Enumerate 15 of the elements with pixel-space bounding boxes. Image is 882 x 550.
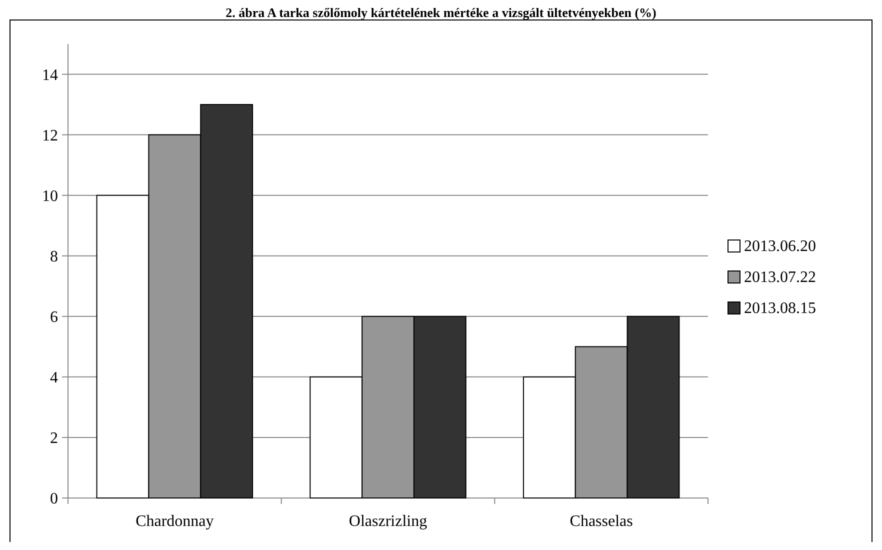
- x-tick-label: Chasselas: [570, 513, 633, 530]
- y-tick-label: 6: [50, 309, 58, 326]
- x-tick-label: Olaszrizling: [348, 513, 428, 530]
- y-tick-label: 0: [50, 490, 58, 508]
- y-tick-label: 8: [50, 248, 58, 266]
- x-tick-label: Chardonnay: [136, 513, 214, 530]
- y-tick-label: 12: [42, 127, 58, 144]
- legend-label: 2013.06.20: [744, 238, 816, 255]
- y-tick-label: 4: [50, 370, 58, 387]
- y-tick-label: 2: [50, 430, 58, 448]
- legend-label: 2013.07.22: [744, 269, 816, 286]
- y-tick-label: 14: [42, 66, 58, 84]
- legend-label: 2013.08.15: [744, 300, 816, 317]
- chart-title: 2. ábra A tarka szőlőmoly kártételének mértéke a vizsgált ültetvényekben (%): [226, 5, 656, 20]
- y-tick-label: 10: [42, 188, 58, 205]
